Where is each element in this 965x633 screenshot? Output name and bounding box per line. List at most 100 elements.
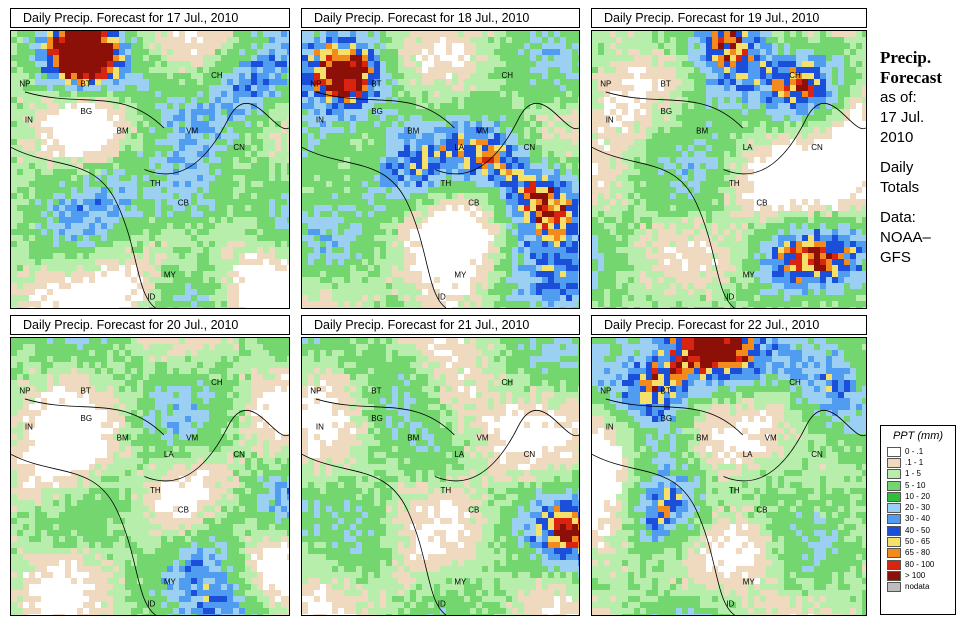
sidebar-info: Precip. Forecast as of: 17 Jul. 2010 Dai… xyxy=(880,48,964,268)
country-label: BT xyxy=(81,79,91,88)
country-label: CH xyxy=(501,378,513,387)
country-label: MY xyxy=(164,578,177,587)
legend-label: 50 - 65 xyxy=(905,537,930,547)
country-label: BM xyxy=(696,433,708,442)
legend-swatch xyxy=(887,469,901,480)
country-label: BM xyxy=(117,433,129,442)
legend-item: 50 - 65 xyxy=(887,536,955,548)
country-label: IN xyxy=(606,422,614,431)
precip-map: NP BT BG IN BM CH LA TH CB CN MY ID xyxy=(591,30,867,309)
country-label: IN xyxy=(606,115,614,124)
panel-title: Daily Precip. Forecast for 18 Jul., 2010 xyxy=(301,8,580,28)
country-label: CB xyxy=(178,199,189,208)
map-svg: NP BT BG IN BM CH VM LA TH CB CN MY ID xyxy=(302,338,579,615)
country-label: NP xyxy=(310,79,321,88)
legend-title: PPT (mm) xyxy=(892,430,944,442)
country-label: CN xyxy=(233,450,245,459)
legend-label: 20 - 30 xyxy=(905,503,930,513)
country-label: BM xyxy=(407,433,419,442)
country-label: BT xyxy=(371,386,381,395)
country-label: VM xyxy=(765,433,777,442)
asof-label: as of: xyxy=(880,89,917,106)
country-label: CB xyxy=(468,199,479,208)
legend-label: 65 - 80 xyxy=(905,548,930,558)
legend-swatch xyxy=(887,548,901,559)
legend-label: 5 - 10 xyxy=(905,480,926,490)
legend-label: 80 - 100 xyxy=(905,559,935,569)
country-label: BT xyxy=(371,79,381,88)
country-label: BT xyxy=(661,386,671,395)
legend-label: nodata xyxy=(905,582,930,592)
precip-map: NP BT BG IN BM CH VM LA TH CB CN MY ID xyxy=(10,337,290,616)
country-label: CH xyxy=(501,71,513,80)
legend-swatch xyxy=(887,503,901,514)
panel-title: Daily Precip. Forecast for 20 Jul., 2010 xyxy=(10,315,290,335)
country-label: IN xyxy=(25,422,33,431)
heading-forecast: Forecast xyxy=(880,68,942,87)
country-label: IN xyxy=(316,115,324,124)
country-label: TH xyxy=(150,179,161,188)
map-svg: NP BT BG IN BM CH VM LA TH CB CN MY ID xyxy=(302,31,579,308)
country-label: ID xyxy=(726,293,734,302)
legend-label: 30 - 40 xyxy=(905,514,930,524)
country-label: CN xyxy=(811,450,823,459)
asof-year: 2010 xyxy=(880,129,914,146)
legend-item: 10 - 20 xyxy=(887,491,955,502)
map-svg: NP BT BG IN BM CH VM LA TH CB CN MY ID xyxy=(592,338,866,615)
legend-item: 1 - 5 xyxy=(887,469,955,480)
country-label: CN xyxy=(233,143,245,152)
country-label: TH xyxy=(150,486,161,495)
country-label: ID xyxy=(438,600,446,609)
country-label: VM xyxy=(186,126,198,135)
country-label: VM xyxy=(477,126,489,135)
country-label: MY xyxy=(454,271,467,280)
country-label: MY xyxy=(164,271,177,280)
country-label: MY xyxy=(454,578,467,587)
legend-item: 30 - 40 xyxy=(887,514,955,525)
country-label: NP xyxy=(19,79,30,88)
country-label: LA xyxy=(454,450,464,459)
totals-label-2: Totals xyxy=(880,179,920,196)
country-label: BT xyxy=(661,79,671,88)
country-label: CN xyxy=(524,143,536,152)
legend-label: 10 - 20 xyxy=(905,491,930,501)
precip-map: NP BT BG IN BM CH VM LA TH CB CN MY ID xyxy=(301,337,580,616)
country-label: IN xyxy=(316,422,324,431)
legend-item: 80 - 100 xyxy=(887,559,955,570)
legend-swatch xyxy=(887,514,901,525)
country-label: ID xyxy=(438,293,446,302)
legend-item: 5 - 10 xyxy=(887,480,955,491)
legend-swatch xyxy=(887,570,901,581)
data-source-2: GFS xyxy=(880,249,911,266)
legend-swatch xyxy=(887,525,901,536)
panel-title: Daily Precip. Forecast for 19 Jul., 2010 xyxy=(591,8,867,28)
legend-label: .1 - 1 xyxy=(905,457,924,467)
legend-item: 0 - .1 xyxy=(887,446,955,457)
country-label: CB xyxy=(756,199,767,208)
legend-label: 1 - 5 xyxy=(905,469,922,479)
heading-precip: Precip. xyxy=(880,48,932,67)
country-label: CN xyxy=(811,143,823,152)
country-label: NP xyxy=(600,79,611,88)
country-label: CB xyxy=(468,506,479,515)
country-label: TH xyxy=(729,179,740,188)
country-label: NP xyxy=(310,386,321,395)
map-svg: NP BT BG IN BM CH LA TH CB CN MY ID xyxy=(592,31,866,308)
country-label: LA xyxy=(743,450,753,459)
country-label: ID xyxy=(147,293,155,302)
precip-map: NP BT BG IN BM CH VM LA TH CB CN MY ID xyxy=(301,30,580,309)
legend-swatch xyxy=(887,559,901,570)
country-label: BG xyxy=(81,414,93,423)
legend-swatch xyxy=(887,537,901,548)
panel-title: Daily Precip. Forecast for 21 Jul., 2010 xyxy=(301,315,580,335)
country-label: NP xyxy=(19,386,30,395)
country-label: BM xyxy=(696,126,708,135)
country-label: VM xyxy=(186,433,198,442)
country-label: LA xyxy=(164,450,174,459)
map-svg: NP BT BG IN BM CH VM LA TH CB CN MY ID xyxy=(11,338,289,615)
country-label: BG xyxy=(371,107,383,116)
country-label: LA xyxy=(743,143,753,152)
precip-map: NP BT BG IN BM CH VM TH CB CN MY ID xyxy=(10,30,290,309)
data-label: Data: xyxy=(880,209,916,226)
legend-swatch xyxy=(887,457,901,468)
